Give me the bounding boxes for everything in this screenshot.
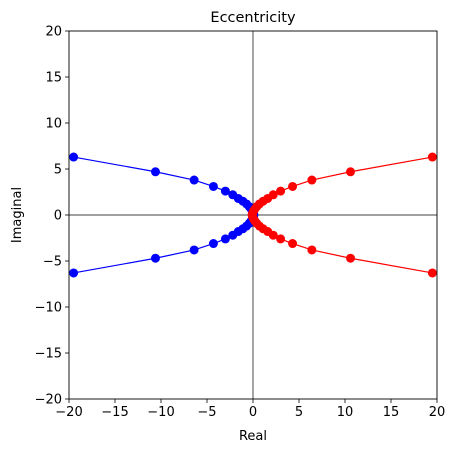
chart-title: Eccentricity <box>210 10 296 26</box>
series-1-point <box>69 268 79 278</box>
y-tick-label: 20 <box>45 25 62 40</box>
series-2-point <box>427 268 437 278</box>
series-1-point <box>150 167 160 177</box>
y-tick-label: −20 <box>35 393 62 408</box>
series-1-point <box>220 234 230 244</box>
series-1-point <box>189 245 199 255</box>
x-tick-label: 15 <box>383 405 400 420</box>
series-2-point <box>307 245 317 255</box>
series-2-point <box>276 186 286 196</box>
series-2-point <box>346 253 356 263</box>
y-tick-label: 0 <box>54 209 62 224</box>
x-tick-label: 20 <box>429 405 446 420</box>
series-1-point <box>228 230 238 240</box>
series-1-point <box>208 239 218 249</box>
x-tick-label: −10 <box>147 405 174 420</box>
x-tick-label: −20 <box>55 405 82 420</box>
x-tick-label: 10 <box>337 405 354 420</box>
x-tick-label: −15 <box>101 405 128 420</box>
x-tick-label: 5 <box>295 405 303 420</box>
plot-area: −20 −15 −10 −5 0 5 10 15 20 −20 −15 −10 −5 0 5 10 15 20 <box>35 25 446 421</box>
x-tick-label: 0 <box>249 405 257 420</box>
y-tick-label: 10 <box>45 117 62 132</box>
series-1-point <box>208 181 218 191</box>
x-axis-label: Real <box>239 429 267 444</box>
series-2-point <box>268 230 278 240</box>
y-tick-label: 5 <box>54 163 62 178</box>
series-1-point <box>220 186 230 196</box>
series-2-point <box>427 152 437 162</box>
y-tick-label: −10 <box>35 301 62 316</box>
series-2-point <box>346 167 356 177</box>
series-2-point <box>288 239 298 249</box>
series-1-point <box>69 152 79 162</box>
series-2-point <box>307 175 317 185</box>
series-1-point <box>150 253 160 263</box>
y-tick-label: 15 <box>45 71 62 86</box>
series-2-point <box>276 234 286 244</box>
x-tick-label: −5 <box>197 405 216 420</box>
y-tick-label: −5 <box>43 255 62 270</box>
y-axis-label: Imaginal <box>10 187 25 243</box>
y-tick-label: −15 <box>35 347 62 362</box>
series-2-point <box>288 181 298 191</box>
series-1-point <box>189 175 199 185</box>
